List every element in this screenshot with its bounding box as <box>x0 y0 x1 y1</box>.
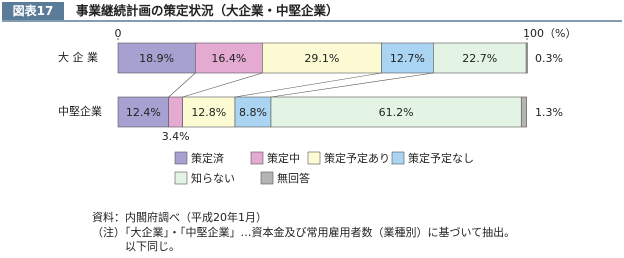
value-label: 16.4% <box>211 52 246 65</box>
legend-swatch <box>250 151 264 165</box>
bar-segment <box>262 42 382 74</box>
legend-label: 策定済 <box>191 151 224 165</box>
value-label: 18.9% <box>139 52 174 65</box>
bar-segment <box>195 42 263 74</box>
legend-swatch <box>174 171 188 185</box>
bar-segment <box>525 42 528 74</box>
value-label: 8.8% <box>239 106 267 119</box>
value-label: 3.4% <box>162 130 190 143</box>
value-label: 29.1% <box>304 52 339 65</box>
bar-segment <box>270 96 522 128</box>
badge: 図表17 <box>13 3 54 18</box>
note: （注）「大企業」・「中堅企業」…資本金及び常用雇用者数（業種別）に基づいて抽出。 <box>92 225 515 239</box>
connector <box>182 72 263 98</box>
note: 以下同じ。 <box>125 240 180 253</box>
value-label: 61.2% <box>379 106 414 119</box>
bar-segment <box>182 96 236 128</box>
connector <box>234 72 382 98</box>
x-tick-label: 100（%） <box>523 27 576 40</box>
bar-segment <box>520 96 527 128</box>
legend-swatch <box>391 151 405 165</box>
note: 資料：内閣府調べ（平成20年1月） <box>92 210 267 224</box>
legend-label: 知らない <box>191 171 235 185</box>
value-label: 12.8% <box>191 106 226 119</box>
value-label: 12.4% <box>126 106 161 119</box>
legend-swatch <box>307 151 321 165</box>
legend-label: 無回答 <box>277 171 310 185</box>
connector <box>270 72 434 98</box>
bar-segment <box>381 42 434 74</box>
bar-segment <box>433 42 527 74</box>
category-label: 大 企 業 <box>58 50 98 64</box>
legend-swatch <box>260 171 274 185</box>
x-tick-label: 0 <box>115 27 122 40</box>
value-label: 22.7% <box>462 52 497 65</box>
legend-label: 策定予定なし <box>408 151 474 165</box>
connector <box>168 72 196 98</box>
value-label: 12.7% <box>390 52 425 65</box>
legend-swatch <box>174 151 188 165</box>
value-label: 0.3% <box>535 52 563 65</box>
legend-label: 策定中 <box>267 151 300 165</box>
bar-segment <box>117 96 170 128</box>
category-label: 中堅企業 <box>58 104 102 118</box>
chart-title: 事業継続計画の策定状況（大企業・中堅企業） <box>76 3 339 18</box>
legend-label: 策定予定あり <box>324 151 390 165</box>
bar-segment <box>168 96 183 128</box>
value-label: 1.3% <box>535 106 563 119</box>
badge-bg <box>2 2 64 20</box>
bar-segment <box>117 42 196 74</box>
